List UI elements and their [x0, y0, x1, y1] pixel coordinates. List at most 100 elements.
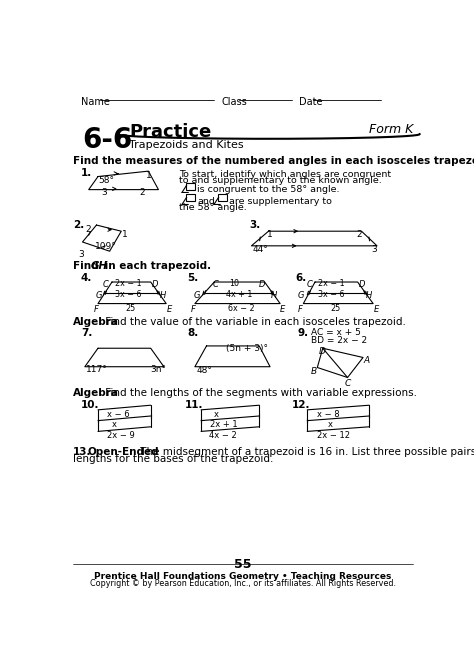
Text: Form K: Form K — [369, 122, 414, 136]
Text: 8.: 8. — [187, 328, 199, 339]
Text: G: G — [194, 291, 201, 300]
Text: 2.: 2. — [73, 220, 84, 230]
Text: C: C — [213, 280, 219, 289]
Text: 6x − 2: 6x − 2 — [228, 304, 255, 313]
Text: 109°: 109° — [95, 242, 117, 251]
Text: H: H — [365, 291, 372, 300]
Text: 2x − 1: 2x − 1 — [115, 279, 142, 288]
Text: 5.: 5. — [187, 273, 199, 283]
Text: to and supplementary to the known angle.: to and supplementary to the known angle. — [179, 176, 382, 185]
Text: in each trapezoid.: in each trapezoid. — [101, 261, 211, 271]
Text: F: F — [93, 305, 98, 314]
Text: 3: 3 — [372, 245, 377, 254]
Text: C: C — [307, 280, 312, 289]
Text: G: G — [96, 291, 102, 300]
Text: 1: 1 — [267, 229, 273, 239]
Text: ∠: ∠ — [179, 185, 190, 195]
Text: C: C — [345, 379, 351, 388]
Text: Algebra: Algebra — [73, 317, 119, 327]
Text: x − 8: x − 8 — [317, 410, 339, 419]
Text: 3: 3 — [101, 188, 107, 197]
Text: 2: 2 — [356, 229, 362, 239]
Text: Find: Find — [73, 261, 102, 271]
Text: A: A — [364, 356, 370, 365]
Text: lengths for the bases of the trapezoid.: lengths for the bases of the trapezoid. — [73, 454, 273, 464]
Text: E: E — [167, 305, 172, 314]
Text: To start, identify which angles are congruent: To start, identify which angles are cong… — [179, 170, 392, 179]
Text: 6-6: 6-6 — [82, 126, 133, 155]
Text: D: D — [319, 347, 326, 356]
Text: Find the lengths of the segments with variable expressions.: Find the lengths of the segments with va… — [102, 388, 417, 398]
Text: AC = x + 5: AC = x + 5 — [311, 328, 361, 337]
Text: F: F — [191, 305, 196, 314]
Bar — [186, 194, 195, 201]
Text: 9.: 9. — [298, 328, 309, 339]
Text: 13.: 13. — [73, 447, 91, 457]
Text: H: H — [271, 291, 277, 300]
Text: 55: 55 — [234, 558, 252, 571]
Text: 25: 25 — [330, 304, 341, 313]
Text: The midsegment of a trapezoid is 16 in. List three possible pairs of: The midsegment of a trapezoid is 16 in. … — [137, 447, 474, 457]
Text: 1: 1 — [146, 171, 152, 180]
Text: 58°: 58° — [99, 176, 115, 185]
Text: 48°: 48° — [196, 366, 212, 375]
Bar — [218, 194, 227, 201]
Text: is congruent to the 58° angle.: is congruent to the 58° angle. — [197, 185, 340, 194]
Text: 4x − 2: 4x − 2 — [209, 431, 237, 440]
Text: 1.: 1. — [81, 168, 92, 178]
Text: Algebra: Algebra — [73, 388, 119, 398]
Text: Find the measures of the numbered angles in each isosceles trapezoid.: Find the measures of the numbered angles… — [73, 156, 474, 166]
Text: Copyright © by Pearson Education, Inc., or its affiliates. All Rights Reserved.: Copyright © by Pearson Education, Inc., … — [90, 579, 396, 588]
Text: E: E — [279, 305, 284, 314]
Text: Class: Class — [222, 97, 248, 107]
Text: 4.: 4. — [81, 273, 92, 283]
Text: H: H — [160, 291, 166, 300]
Text: 11.: 11. — [185, 400, 203, 410]
Text: 3n°: 3n° — [151, 365, 167, 374]
Text: 3: 3 — [78, 250, 83, 259]
Text: 4x + 1: 4x + 1 — [226, 290, 252, 299]
Text: Date: Date — [300, 97, 323, 107]
Text: are supplementary to: are supplementary to — [229, 197, 332, 205]
Text: 2x + 1: 2x + 1 — [210, 420, 238, 429]
Text: 117°: 117° — [86, 365, 107, 374]
Text: Find the value of the variable in each isosceles trapezoid.: Find the value of the variable in each i… — [102, 317, 406, 327]
Text: 2x − 9: 2x − 9 — [107, 431, 135, 440]
Text: x: x — [214, 410, 219, 419]
Text: Open-Ended: Open-Ended — [87, 447, 159, 457]
Text: x: x — [112, 420, 117, 429]
Text: F: F — [298, 305, 303, 314]
Text: Practice: Practice — [129, 122, 211, 140]
Text: G: G — [298, 291, 304, 300]
Text: ∠: ∠ — [211, 197, 221, 207]
Text: GH: GH — [90, 261, 108, 271]
Text: 2x − 12: 2x − 12 — [317, 431, 349, 440]
Text: (5n + 3)°: (5n + 3)° — [226, 345, 268, 353]
Text: 2: 2 — [86, 225, 91, 234]
Text: D: D — [358, 280, 365, 289]
Text: 6.: 6. — [296, 273, 307, 283]
Text: 25: 25 — [125, 304, 136, 313]
Bar — [186, 183, 195, 189]
Text: ∠: ∠ — [179, 197, 190, 207]
Text: D: D — [259, 280, 266, 289]
Text: Name: Name — [81, 97, 110, 107]
Text: E: E — [374, 305, 379, 314]
Text: 3.: 3. — [249, 220, 260, 230]
Text: 3x − 6: 3x − 6 — [115, 290, 142, 299]
Text: Prentice Hall Foundations Geometry • Teaching Resources: Prentice Hall Foundations Geometry • Tea… — [94, 571, 392, 581]
Text: the 58° angle.: the 58° angle. — [179, 203, 247, 213]
Text: C: C — [103, 280, 109, 289]
Text: 7.: 7. — [81, 328, 92, 339]
Text: and: and — [197, 197, 215, 205]
Text: 44°: 44° — [253, 245, 269, 254]
Text: D: D — [152, 280, 158, 289]
Text: 10: 10 — [229, 279, 239, 288]
Text: 12.: 12. — [292, 400, 310, 410]
Text: Trapezoids and Kites: Trapezoids and Kites — [129, 140, 244, 151]
Text: 2: 2 — [140, 188, 146, 197]
Text: 10.: 10. — [81, 400, 100, 410]
Text: BD = 2x − 2: BD = 2x − 2 — [311, 336, 367, 345]
Text: B: B — [311, 367, 317, 376]
Text: 2x − 1: 2x − 1 — [318, 279, 345, 288]
